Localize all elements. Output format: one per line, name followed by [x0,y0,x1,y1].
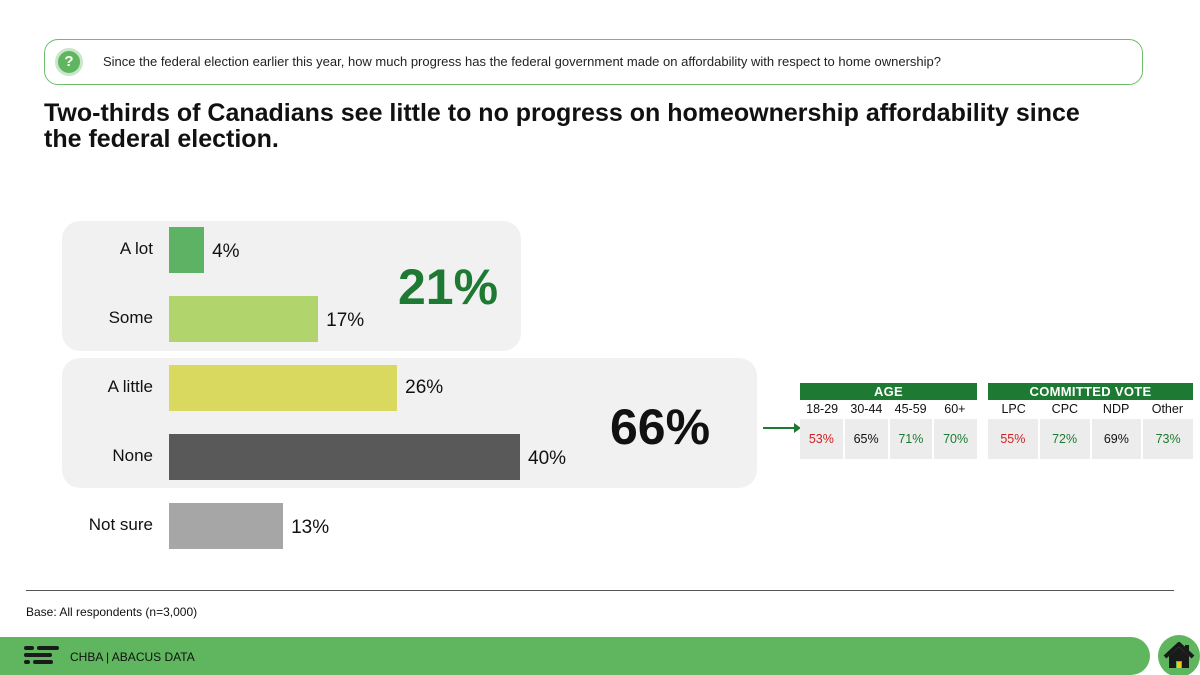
vote-column-header: Other [1151,402,1183,416]
question-icon: ? [55,48,83,76]
bar-a-lot [169,227,205,273]
bar-not-sure [169,503,284,549]
vote-value-cell: 73% [1143,419,1193,459]
category-label-a-little: A little [107,377,153,396]
age-value-cell: 71% [889,419,935,459]
age-column-header: 60+ [944,402,966,416]
home-button[interactable] [1158,635,1200,675]
bar-some [169,296,319,342]
vote-column-header: NDP [1102,402,1130,416]
divider [26,590,1174,591]
vote-value-cell: 55% [988,419,1040,459]
footer-bar [0,637,1150,675]
vote-column-header: LPC [1001,402,1026,416]
group-total-progress: 21% [398,259,499,315]
value-label-none: 40% [528,448,567,469]
headline: Two-thirds of Canadians see little to no… [44,99,1080,153]
bar-a-little [169,365,398,411]
age-value-cell: 65% [844,419,890,459]
category-label-not-sure: Not sure [88,515,153,534]
abacus-logo-icon [24,646,59,664]
age-value-cell: 53% [800,419,845,459]
age-column-header: 18-29 [806,402,839,416]
arrow-right-icon [763,423,801,433]
vote-value-cell: 69% [1091,419,1144,459]
vote-table-title: COMMITTED VOTE [988,383,1193,400]
age-value-cell: 70% [934,419,977,459]
vote-breakdown-table: COMMITTED VOTE LPC CPC NDP Other 55% 72%… [988,383,1193,459]
value-label-not-sure: 13% [291,517,330,538]
bar-none [169,434,520,480]
footer-text: CHBA | ABACUS DATA [70,650,195,664]
home-icon [1163,642,1195,668]
age-column-header: 30-44 [850,402,883,416]
base-note: Base: All respondents (n=3,000) [26,605,198,619]
question-text: Since the federal election earlier this … [103,54,941,69]
value-label-a-lot: 4% [212,241,240,262]
category-label-some: Some [108,308,153,327]
age-breakdown-table: AGE 18-29 30-44 45-59 60+ 53% 65% 71% 70… [800,383,977,459]
age-column-header: 45-59 [894,402,927,416]
vote-column-header: CPC [1051,402,1079,416]
value-label-a-little: 26% [405,377,444,398]
vote-value-cell: 72% [1039,419,1092,459]
question-box: ? Since the federal election earlier thi… [44,39,1143,85]
category-label-none: None [112,446,153,465]
category-label-a-lot: A lot [119,239,153,258]
age-table-title: AGE [800,383,977,400]
value-label-some: 17% [326,310,365,331]
group-total-little-or-none: 66% [610,399,711,455]
